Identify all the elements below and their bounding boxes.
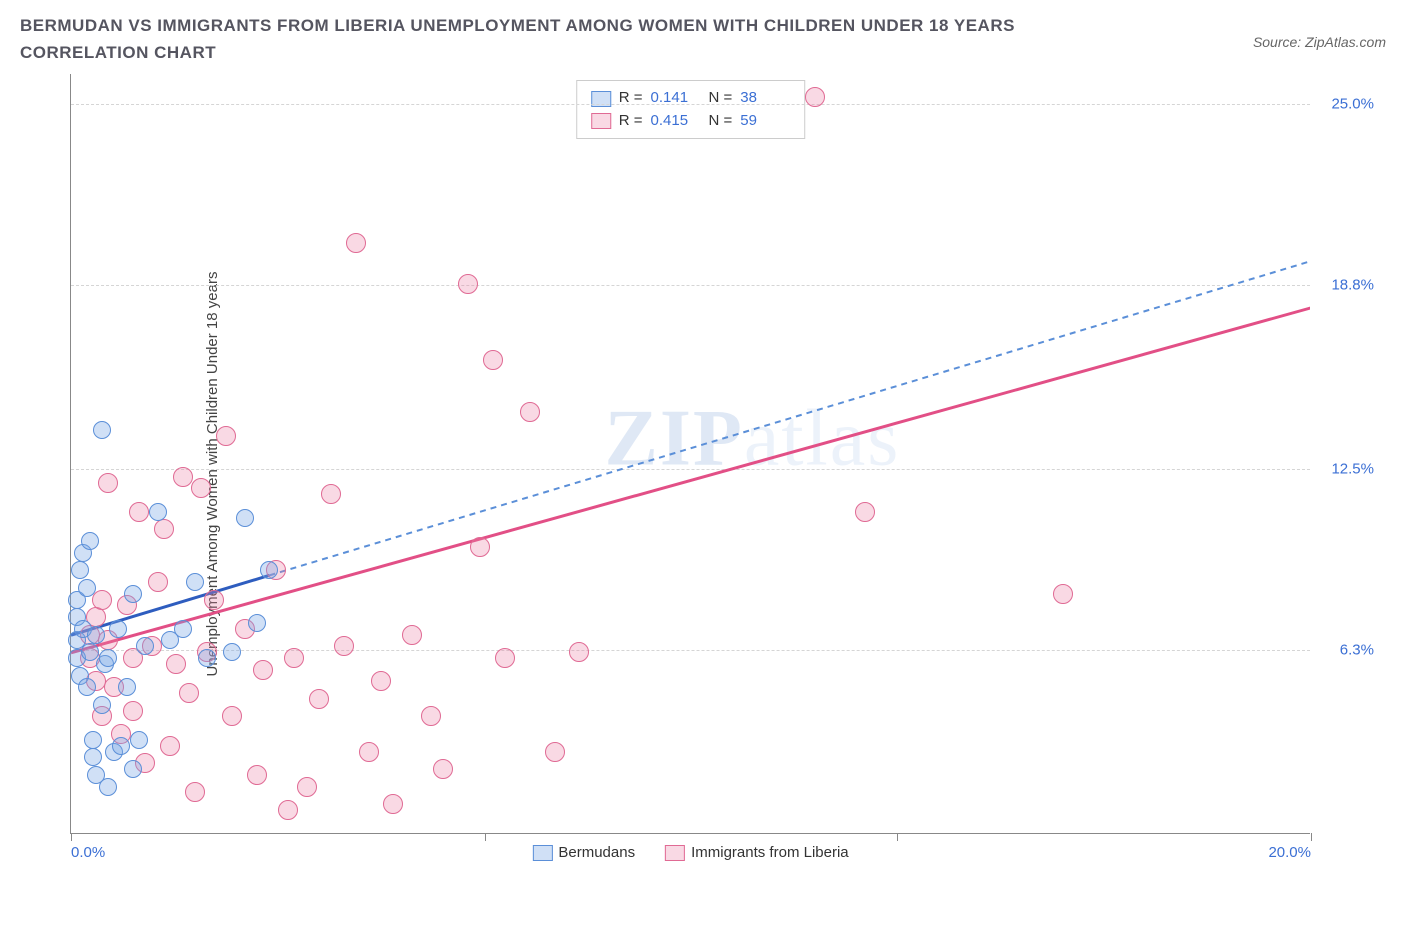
data-point	[223, 643, 241, 661]
data-point	[112, 737, 130, 755]
data-point	[174, 620, 192, 638]
gridline	[71, 285, 1310, 286]
stats-row-bermudans: R = 0.141 N = 38	[591, 87, 791, 110]
gridline	[71, 650, 1310, 651]
x-tick	[1311, 833, 1312, 841]
y-tick-label: 25.0%	[1331, 95, 1374, 112]
data-point	[216, 426, 236, 446]
y-tick-label: 6.3%	[1340, 642, 1374, 659]
data-point	[129, 502, 149, 522]
data-point	[321, 484, 341, 504]
data-point	[371, 671, 391, 691]
data-point	[93, 696, 111, 714]
data-point	[179, 683, 199, 703]
data-point	[154, 519, 174, 539]
data-point	[78, 678, 96, 696]
bottom-legend: Bermudans Immigrants from Liberia	[532, 844, 848, 861]
data-point	[402, 625, 422, 645]
data-point	[483, 350, 503, 370]
data-point	[236, 509, 254, 527]
data-point	[71, 561, 89, 579]
gridline	[71, 469, 1310, 470]
data-point	[297, 777, 317, 797]
data-point	[81, 643, 99, 661]
data-point	[569, 642, 589, 662]
legend-item-liberia: Immigrants from Liberia	[665, 844, 849, 861]
watermark: ZIPatlas	[604, 393, 900, 484]
data-point	[495, 648, 515, 668]
swatch-bermudans-bottom	[532, 845, 552, 861]
data-point	[166, 654, 186, 674]
data-point	[855, 502, 875, 522]
data-point	[334, 636, 354, 656]
x-tick	[897, 833, 898, 841]
data-point	[204, 590, 224, 610]
data-point	[346, 233, 366, 253]
data-point	[260, 561, 278, 579]
data-point	[253, 660, 273, 680]
data-point	[278, 800, 298, 820]
data-point	[78, 579, 96, 597]
data-point	[545, 742, 565, 762]
swatch-liberia-bottom	[665, 845, 685, 861]
data-point	[186, 573, 204, 591]
data-point	[160, 736, 180, 756]
data-point	[173, 467, 193, 487]
data-point	[520, 402, 540, 422]
data-point	[81, 532, 99, 550]
data-point	[433, 759, 453, 779]
x-tick	[485, 833, 486, 841]
y-tick-label: 12.5%	[1331, 460, 1374, 477]
data-point	[421, 706, 441, 726]
data-point	[84, 731, 102, 749]
x-tick-label: 0.0%	[71, 844, 105, 861]
data-point	[222, 706, 242, 726]
data-point	[191, 478, 211, 498]
legend-item-bermudans: Bermudans	[532, 844, 635, 861]
data-point	[247, 765, 267, 785]
data-point	[98, 473, 118, 493]
data-point	[123, 701, 143, 721]
data-point	[458, 274, 478, 294]
data-point	[148, 572, 168, 592]
data-point	[1053, 584, 1073, 604]
stats-legend: R = 0.141 N = 38 R = 0.415 N = 59	[576, 80, 806, 139]
x-tick-label: 20.0%	[1268, 844, 1311, 861]
data-point	[805, 87, 825, 107]
data-point	[87, 626, 105, 644]
data-point	[284, 648, 304, 668]
data-point	[198, 649, 216, 667]
y-tick-label: 18.8%	[1331, 276, 1374, 293]
data-point	[109, 620, 127, 638]
x-tick	[71, 833, 72, 841]
data-point	[136, 637, 154, 655]
data-point	[84, 748, 102, 766]
data-point	[124, 585, 142, 603]
data-point	[185, 782, 205, 802]
data-point	[309, 689, 329, 709]
data-point	[383, 794, 403, 814]
scatter-plot: ZIPatlas R = 0.141 N = 38 R = 0.415 N = …	[70, 74, 1310, 834]
data-point	[99, 649, 117, 667]
data-point	[124, 760, 142, 778]
gridline	[71, 104, 1310, 105]
data-point	[93, 421, 111, 439]
data-point	[359, 742, 379, 762]
data-point	[248, 614, 266, 632]
data-point	[99, 778, 117, 796]
data-point	[130, 731, 148, 749]
chart-title: BERMUDAN VS IMMIGRANTS FROM LIBERIA UNEM…	[20, 12, 1120, 66]
data-point	[92, 590, 112, 610]
data-point	[149, 503, 167, 521]
data-point	[118, 678, 136, 696]
chart-container: Unemployment Among Women with Children U…	[20, 74, 1380, 874]
swatch-liberia	[591, 113, 611, 129]
data-point	[470, 537, 490, 557]
source-text: Source: ZipAtlas.com	[1253, 34, 1386, 50]
stats-row-liberia: R = 0.415 N = 59	[591, 110, 791, 133]
trend-lines	[71, 74, 1310, 833]
